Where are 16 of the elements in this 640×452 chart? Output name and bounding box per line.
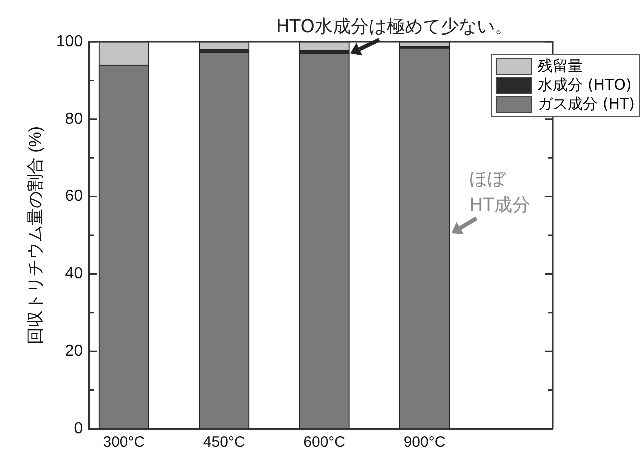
- y-tick-label: 40: [65, 266, 84, 283]
- annotation: ほぼ HT成分: [470, 169, 530, 216]
- x-tick-label: 300°C: [103, 434, 146, 452]
- y-axis-title: 回収トリチウム量の割合 (%): [26, 126, 45, 345]
- legend-label: ガス成分 (HT): [538, 95, 635, 114]
- y-tick-label: 20: [65, 343, 84, 360]
- legend-label: 残留量: [538, 57, 584, 76]
- y-tick-label: 80: [65, 110, 84, 128]
- y-tick-label: 0: [74, 420, 84, 438]
- x-tick-label: 900°C: [404, 434, 446, 452]
- y-tick-label: 60: [65, 188, 84, 206]
- annotation: HTO水成分は極めて少ない。: [276, 16, 513, 38]
- x-tick-label: 600°C: [304, 434, 346, 452]
- x-tick-label: 450°C: [203, 434, 246, 452]
- y-tick-label: 100: [56, 33, 84, 50]
- legend-label: 水成分 (HTO): [538, 76, 632, 95]
